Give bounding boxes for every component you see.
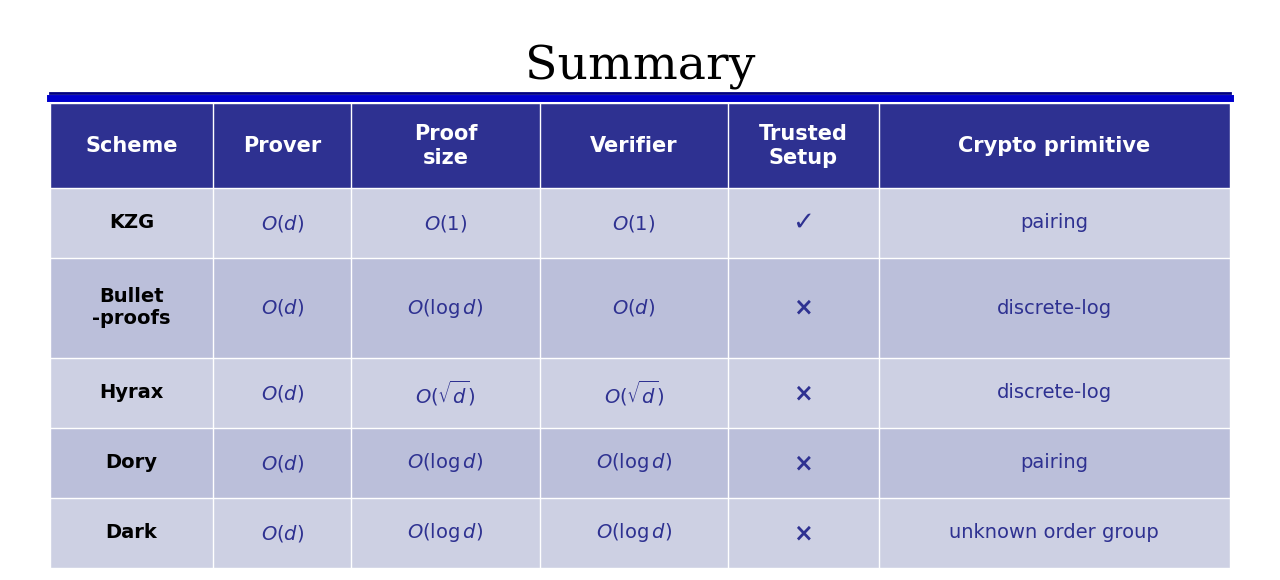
Text: Proof
size: Proof size [413,124,477,168]
Text: $\mathit{O}(d)$: $\mathit{O}(d)$ [261,382,303,404]
Text: ×: × [794,451,813,475]
Text: Dark: Dark [106,524,157,542]
Bar [351,188,540,258]
Bar [540,358,728,428]
Text: discrete-log: discrete-log [997,383,1112,403]
Bar [214,103,351,188]
Text: $\mathit{O}(\log d)$: $\mathit{O}(\log d)$ [595,521,672,545]
Bar [50,103,214,188]
Text: Verifier: Verifier [590,136,677,155]
Bar [50,428,214,498]
Bar [878,188,1230,258]
Text: pairing: pairing [1020,213,1088,233]
Bar [878,498,1230,568]
Bar [728,103,878,188]
Text: $\mathit{O}(1)$: $\mathit{O}(1)$ [424,212,467,234]
Bar [728,428,878,498]
Bar [351,103,540,188]
Text: $\mathit{O}(\sqrt{d})$: $\mathit{O}(\sqrt{d})$ [604,378,664,408]
Text: unknown order group: unknown order group [950,524,1160,542]
Bar [50,258,214,358]
Bar [728,188,878,258]
Bar [728,498,878,568]
Bar [50,188,214,258]
Text: Summary: Summary [525,45,755,90]
Text: ×: × [794,381,813,405]
Bar [351,428,540,498]
Text: $\mathit{O}(1)$: $\mathit{O}(1)$ [612,212,655,234]
Bar [214,498,351,568]
Bar [878,428,1230,498]
Text: $\mathit{O}(d)$: $\mathit{O}(d)$ [261,523,303,543]
Text: Trusted
Setup: Trusted Setup [759,124,847,168]
Text: $\mathit{O}(\log d)$: $\mathit{O}(\log d)$ [407,451,484,474]
Bar [540,103,728,188]
Text: discrete-log: discrete-log [997,299,1112,317]
Bar [214,258,351,358]
Bar [540,188,728,258]
Text: $\mathit{O}(d)$: $\mathit{O}(d)$ [261,298,303,318]
Text: $\mathit{O}(\sqrt{d})$: $\mathit{O}(\sqrt{d})$ [415,378,475,408]
Text: ×: × [794,296,813,320]
Bar [214,188,351,258]
Bar [540,428,728,498]
Text: ✓: ✓ [792,210,814,236]
Text: $\mathit{O}(\log d)$: $\mathit{O}(\log d)$ [595,451,672,474]
Text: $\mathit{O}(d)$: $\mathit{O}(d)$ [261,452,303,473]
Text: $\mathit{O}(d)$: $\mathit{O}(d)$ [261,212,303,234]
Text: Dory: Dory [105,454,157,473]
Bar [351,358,540,428]
Text: $\mathit{O}(\log d)$: $\mathit{O}(\log d)$ [407,521,484,545]
Bar [351,498,540,568]
Text: Bullet
-proofs: Bullet -proofs [92,288,170,328]
Bar [351,258,540,358]
Bar [214,358,351,428]
Text: pairing: pairing [1020,454,1088,473]
Bar [878,103,1230,188]
Text: Scheme: Scheme [86,136,178,155]
Bar [540,258,728,358]
Text: Prover: Prover [243,136,321,155]
Text: $\mathit{O}(d)$: $\mathit{O}(d)$ [612,298,655,318]
Bar [728,358,878,428]
Text: KZG: KZG [109,213,154,233]
Bar [540,498,728,568]
Text: Crypto primitive: Crypto primitive [959,136,1151,155]
Bar [214,428,351,498]
Bar [878,258,1230,358]
Bar [878,358,1230,428]
Text: Hyrax: Hyrax [100,383,164,403]
Bar [50,358,214,428]
Bar [50,498,214,568]
Bar [728,258,878,358]
Bar [50,103,1230,568]
Text: ×: × [794,521,813,545]
Text: $\mathit{O}(\log d)$: $\mathit{O}(\log d)$ [407,296,484,320]
